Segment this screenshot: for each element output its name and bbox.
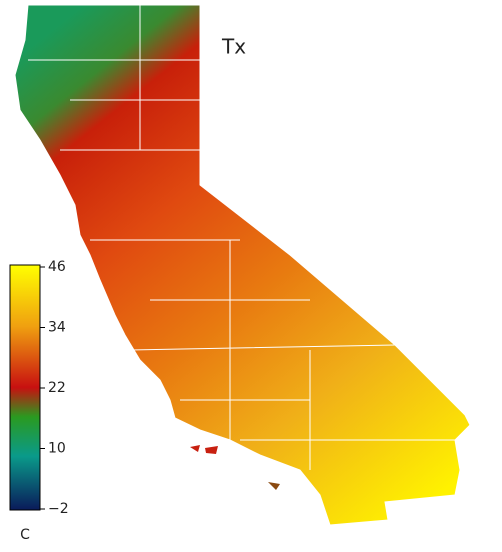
colorbar-tick-label: −2 <box>48 501 69 517</box>
island <box>190 445 200 452</box>
colorbar-unit: C <box>20 527 30 543</box>
county-lines <box>28 5 460 470</box>
california-region <box>14 4 471 526</box>
colorbar-tick-label: 46 <box>48 259 66 275</box>
colorbar-tick-label: 34 <box>48 320 66 336</box>
colorbar-tick-label: 22 <box>48 380 66 396</box>
colorbar-tick-label: 10 <box>48 441 66 457</box>
island <box>205 446 218 454</box>
island <box>268 482 280 490</box>
colorbar <box>9 264 41 511</box>
map-title: Tx <box>221 35 246 59</box>
